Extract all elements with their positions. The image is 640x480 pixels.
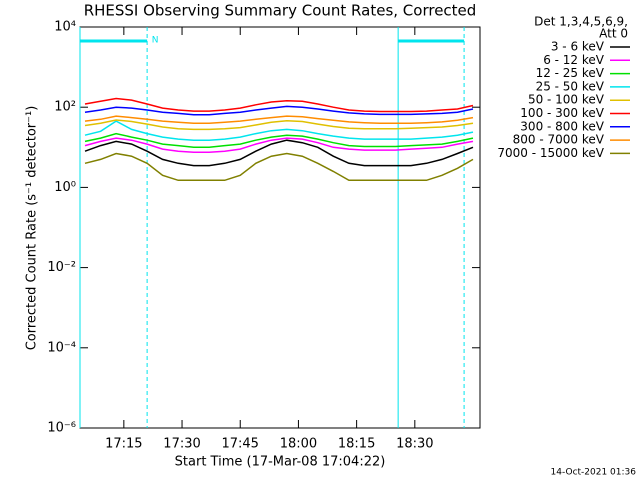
y-tick-label: 10⁻² — [47, 260, 76, 275]
x-tick-label: 17:15 — [105, 437, 142, 452]
legend-label: 800 - 7000 keV — [513, 133, 605, 147]
series-line — [84, 139, 474, 167]
legend-label: 12 - 25 keV — [536, 66, 605, 80]
x-tick-label: 18:15 — [338, 437, 375, 452]
series-line — [84, 152, 474, 182]
legend-label: 7000 - 15000 keV — [497, 146, 604, 160]
legend-label: 3 - 6 keV — [551, 40, 605, 54]
x-tick-label: 17:45 — [221, 437, 258, 452]
y-tick-label: 10⁰ — [54, 180, 76, 195]
legend-label: 300 - 800 keV — [520, 119, 604, 133]
y-tick-label: 10⁻⁶ — [47, 421, 76, 436]
legend-label: 100 - 300 keV — [520, 106, 604, 120]
x-axis-label: Start Time (17-Mar-08 17:04:22) — [175, 455, 386, 470]
y-tick-label: 10² — [54, 100, 76, 115]
series-line — [84, 115, 474, 124]
y-axis-label: Corrected Count Rate (s⁻¹ detector⁻¹) — [25, 106, 40, 351]
series-line — [84, 97, 474, 113]
chart-title: RHESSI Observing Summary Count Rates, Co… — [84, 2, 477, 20]
y-tick-label: 10⁻⁴ — [47, 340, 76, 355]
y-tick-label: 10⁴ — [54, 20, 76, 35]
plot-frame — [79, 26, 481, 429]
series-line — [84, 105, 474, 116]
legend-title: Det 1,3,4,5,6,9, — [534, 15, 628, 29]
footer: 14-Oct-2021 01:36 — [551, 468, 637, 478]
series-line — [84, 137, 474, 154]
flag-label: N — [152, 36, 159, 46]
x-tick-label: 18:00 — [280, 437, 317, 452]
x-tick-label: 18:30 — [396, 437, 433, 452]
series-line — [84, 119, 474, 131]
legend-label: 50 - 100 keV — [528, 93, 605, 107]
x-tick-label: 17:30 — [163, 437, 200, 452]
series-line — [84, 120, 474, 141]
legend-title: Att 0 — [599, 27, 628, 41]
series-line — [84, 132, 474, 149]
legend-label: 25 - 50 keV — [536, 79, 605, 93]
legend-label: 6 - 12 keV — [543, 53, 605, 67]
